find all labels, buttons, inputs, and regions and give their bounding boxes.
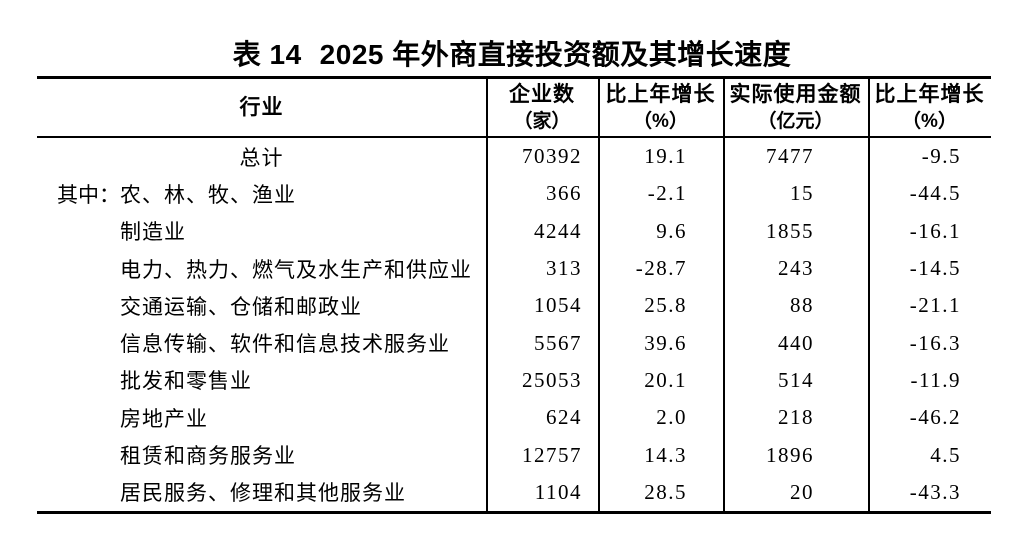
table-row: 居民服务、修理和其他服务业 1104 28.5 20 -43.3 xyxy=(37,474,991,511)
industry-cell: 批发和零售业 xyxy=(37,362,486,399)
enterprises-growth-cell: 9.6 xyxy=(656,218,687,243)
header-industry-label: 行业 xyxy=(239,96,284,119)
header-growth-enterprises: 比上年增长 （%） xyxy=(598,79,723,136)
industry-label: 农、林、牧、渔业 xyxy=(120,182,296,207)
enterprises-growth-cell: 28.5 xyxy=(644,479,687,504)
industry-cell: 房地产业 xyxy=(37,399,486,436)
amount-cell: 20 xyxy=(790,479,814,504)
table-row: 交通运输、仓储和邮政业 1054 25.8 88 -21.1 xyxy=(37,287,991,324)
enterprises-growth-cell: 25.8 xyxy=(644,293,687,318)
industry-label: 批发和零售业 xyxy=(120,369,252,394)
enterprises-growth-cell: 19.1 xyxy=(644,144,687,169)
header-growth-amount: 比上年增长 （%） xyxy=(868,79,991,136)
amount-cell: 243 xyxy=(778,256,814,281)
industry-cell: 电力、热力、燃气及水生产和供应业 xyxy=(37,250,486,287)
industry-label: 居民服务、修理和其他服务业 xyxy=(120,481,406,506)
enterprises-cell: 624 xyxy=(546,405,582,430)
enterprises-cell: 25053 xyxy=(522,367,582,392)
table-number: 表 14 xyxy=(232,39,302,70)
enterprises-cell: 313 xyxy=(546,256,582,281)
table-row: 其中： 农、林、牧、渔业 366 -2.1 15 -44.5 xyxy=(37,175,991,212)
industry-label: 信息传输、软件和信息技术服务业 xyxy=(120,332,450,357)
amount-growth-cell: -11.9 xyxy=(910,367,961,392)
column-divider-1 xyxy=(486,79,488,511)
amount-growth-cell: -14.5 xyxy=(909,256,961,281)
industry-cell: 交通运输、仓储和邮政业 xyxy=(37,287,486,324)
table-title: 表 14 2025 年外商直接投资额及其增长速度 xyxy=(0,33,1024,73)
table-row-total: 总计 70392 19.1 7477 -9.5 xyxy=(37,138,991,175)
industry-label: 房地产业 xyxy=(120,406,208,431)
industry-label: 电力、热力、燃气及水生产和供应业 xyxy=(120,257,472,282)
industry-label: 交通运输、仓储和邮政业 xyxy=(120,294,362,319)
column-divider-2 xyxy=(598,79,600,511)
header-growth-amount-line1: 比上年增长 xyxy=(874,82,985,106)
amount-growth-cell: -43.3 xyxy=(909,479,961,504)
header-enterprises: 企业数 （家） xyxy=(486,79,598,136)
amount-cell: 1896 xyxy=(766,442,814,467)
amount-cell: 440 xyxy=(778,330,814,355)
industry-label: 租赁和商务服务业 xyxy=(120,444,296,469)
table-header-row: 行业 企业数 （家） 比上年增长 （%） 实际使用金额 （亿元） 比上年增长 （… xyxy=(37,79,991,138)
enterprises-growth-cell: -28.7 xyxy=(635,256,687,281)
industry-label: 总计 xyxy=(239,145,284,170)
industry-cell: 制造业 xyxy=(37,213,486,250)
statistics-table: 行业 企业数 （家） 比上年增长 （%） 实际使用金额 （亿元） 比上年增长 （… xyxy=(37,76,991,514)
amount-cell: 514 xyxy=(778,367,814,392)
amount-growth-cell: -16.3 xyxy=(909,330,961,355)
industry-cell: 居民服务、修理和其他服务业 xyxy=(37,474,486,511)
header-growth-enterprises-line1: 比上年增长 xyxy=(605,82,716,106)
enterprises-cell: 4244 xyxy=(534,218,582,243)
row-prefix: 其中： xyxy=(57,182,120,207)
header-enterprises-unit: （家） xyxy=(513,110,571,132)
enterprises-cell: 366 xyxy=(546,181,582,206)
enterprises-cell: 5567 xyxy=(534,330,582,355)
enterprises-cell: 70392 xyxy=(522,144,582,169)
enterprises-growth-cell: -2.1 xyxy=(647,181,687,206)
table-title-text: 2025 年外商直接投资额及其增长速度 xyxy=(319,39,792,70)
column-divider-3 xyxy=(723,79,725,511)
amount-growth-cell: -21.1 xyxy=(909,293,961,318)
table-row: 制造业 4244 9.6 1855 -16.1 xyxy=(37,213,991,250)
amount-cell: 7477 xyxy=(766,144,814,169)
amount-growth-cell: -46.2 xyxy=(909,405,961,430)
amount-growth-cell: -44.5 xyxy=(909,181,961,206)
table-row: 房地产业 624 2.0 218 -46.2 xyxy=(37,399,991,436)
amount-cell: 15 xyxy=(790,181,814,206)
table-row: 批发和零售业 25053 20.1 514 -11.9 xyxy=(37,362,991,399)
amount-cell: 218 xyxy=(778,405,814,430)
industry-cell: 总计 xyxy=(37,138,486,175)
amount-cell: 1855 xyxy=(766,218,814,243)
enterprises-growth-cell: 14.3 xyxy=(644,442,687,467)
table-row: 信息传输、软件和信息技术服务业 5567 39.6 440 -16.3 xyxy=(37,324,991,361)
enterprises-growth-cell: 20.1 xyxy=(644,367,687,392)
amount-growth-cell: 4.5 xyxy=(930,442,961,467)
table-row: 电力、热力、燃气及水生产和供应业 313 -28.7 243 -14.5 xyxy=(37,250,991,287)
table-body: 总计 70392 19.1 7477 -9.5 其中： 农、林、牧、渔业 366… xyxy=(37,138,991,511)
enterprises-cell: 1104 xyxy=(534,479,582,504)
industry-label: 制造业 xyxy=(120,220,186,245)
amount-growth-cell: -9.5 xyxy=(921,144,961,169)
header-enterprises-line1: 企业数 xyxy=(509,82,575,106)
header-amount: 实际使用金额 （亿元） xyxy=(723,79,868,136)
header-growth-enterprises-unit: （%） xyxy=(633,110,688,132)
enterprises-cell: 12757 xyxy=(522,442,582,467)
column-divider-4 xyxy=(868,79,870,511)
amount-cell: 88 xyxy=(790,293,814,318)
table-row: 租赁和商务服务业 12757 14.3 1896 4.5 xyxy=(37,436,991,473)
header-industry: 行业 xyxy=(37,79,486,136)
industry-cell: 租赁和商务服务业 xyxy=(37,436,486,473)
industry-cell: 其中： 农、林、牧、渔业 xyxy=(37,175,486,212)
header-amount-unit: （亿元） xyxy=(757,110,834,132)
enterprises-cell: 1054 xyxy=(534,293,582,318)
header-amount-line1: 实际使用金额 xyxy=(729,82,862,106)
enterprises-growth-cell: 39.6 xyxy=(644,330,687,355)
amount-growth-cell: -16.1 xyxy=(909,218,961,243)
enterprises-growth-cell: 2.0 xyxy=(656,405,687,430)
industry-cell: 信息传输、软件和信息技术服务业 xyxy=(37,324,486,361)
header-growth-amount-unit: （%） xyxy=(902,110,957,132)
